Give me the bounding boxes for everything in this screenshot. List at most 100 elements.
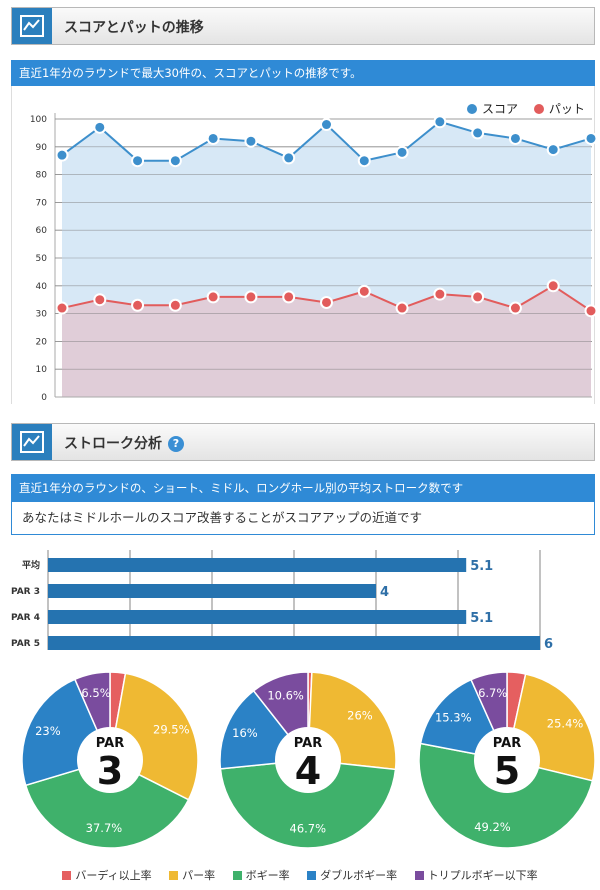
putt-point bbox=[168, 298, 182, 312]
y-tick-label: 40 bbox=[36, 282, 48, 292]
stroke-advice-message: あなたはミドルホールのスコア改善することがスコアアップの近道です bbox=[11, 502, 595, 535]
pie-center bbox=[275, 727, 341, 793]
legend-putt: パット bbox=[533, 102, 585, 116]
score-point bbox=[320, 118, 333, 132]
putt-point bbox=[206, 290, 220, 304]
score-point bbox=[282, 151, 296, 165]
bar-value-label: 6 bbox=[544, 637, 553, 652]
y-tick-label: 0 bbox=[41, 393, 47, 403]
y-tick-label: 90 bbox=[36, 143, 48, 153]
score-putt-info: 直近1年分のラウンドで最大30件の、スコアとパットの推移です。 bbox=[11, 60, 595, 86]
putt-point bbox=[244, 290, 258, 304]
chart-icon bbox=[12, 424, 52, 460]
score-dot-icon bbox=[467, 104, 477, 114]
stroke-bar bbox=[48, 584, 376, 598]
y-tick-label: 10 bbox=[36, 365, 48, 375]
pie-par-label: PAR bbox=[96, 736, 124, 751]
y-tick-label: 20 bbox=[36, 337, 48, 347]
stroke-bar bbox=[48, 558, 467, 572]
pie-slice-label: 23% bbox=[35, 724, 61, 738]
help-icon[interactable]: ? bbox=[168, 436, 184, 452]
legend-birdie: バーディ以上率 bbox=[62, 869, 152, 882]
pie-slice-label: 6.5% bbox=[81, 686, 110, 700]
y-tick-label: 50 bbox=[36, 254, 48, 264]
putt-point bbox=[508, 301, 522, 315]
pie-slice-label: 29.5% bbox=[153, 722, 190, 736]
double-bogey-swatch-icon bbox=[307, 871, 317, 880]
pie-slice bbox=[219, 759, 397, 849]
bar-category-label: PAR 4 bbox=[11, 613, 40, 623]
pie-par-label: PAR bbox=[294, 736, 322, 751]
pie-slice-label: 37.7% bbox=[86, 821, 123, 835]
score-putt-chart-area: スコア パット bbox=[11, 86, 595, 404]
pie-slice bbox=[418, 742, 594, 849]
pie-slice-label: 49.2% bbox=[474, 820, 511, 834]
legend-bogey: ボギー率 bbox=[232, 869, 290, 882]
chart-icon bbox=[12, 8, 52, 44]
putt-point bbox=[93, 293, 107, 307]
score-point bbox=[471, 126, 485, 140]
putt-point bbox=[433, 287, 447, 301]
score-point bbox=[357, 154, 371, 168]
bar-category-label: 平均 bbox=[22, 559, 40, 571]
score-point bbox=[131, 154, 145, 168]
score-putt-line-chart: 0 10 20 30 40 50 60 70 80 90 100 bbox=[30, 113, 598, 403]
y-tick-label: 80 bbox=[36, 171, 48, 181]
putt-point bbox=[546, 279, 560, 293]
pie-center bbox=[77, 727, 143, 793]
y-tick-label: 60 bbox=[36, 226, 48, 236]
legend-triple-bogey: トリプルボギー以下率 bbox=[414, 869, 538, 882]
putt-point bbox=[471, 290, 485, 304]
chart-legend: スコア パット bbox=[467, 100, 585, 117]
putt-point bbox=[131, 298, 145, 312]
legend-double-bogey: ダブルボギー率 bbox=[307, 869, 397, 882]
par-swatch-icon bbox=[169, 871, 179, 880]
putt-point bbox=[584, 304, 598, 318]
putt-point bbox=[320, 295, 333, 309]
score-point bbox=[508, 131, 522, 145]
pie-par-number: 3 bbox=[97, 749, 123, 793]
legend-par: パー率 bbox=[169, 869, 215, 882]
pie-slice-label: 16% bbox=[232, 726, 258, 740]
pie-slice-label: 15.3% bbox=[435, 711, 472, 725]
score-point bbox=[433, 115, 447, 129]
bar-value-label: 4 bbox=[380, 585, 389, 600]
bar-category-label: PAR 3 bbox=[11, 587, 40, 597]
score-point bbox=[546, 143, 560, 157]
stroke-section-header: ストローク分析? bbox=[11, 423, 595, 461]
score-point bbox=[93, 120, 107, 134]
y-tick-label: 70 bbox=[36, 198, 48, 208]
stroke-bar-chart: 平均 5.1 PAR 3 4 PAR 4 5.1 PAR 5 6 bbox=[11, 550, 553, 652]
pie-slice-label: 46.7% bbox=[290, 821, 327, 835]
stroke-info: 直近1年分のラウンドの、ショート、ミドル、ロングホール別の平均ストローク数です bbox=[11, 474, 595, 502]
score-point bbox=[168, 154, 182, 168]
pie-par-label: PAR bbox=[493, 736, 521, 751]
score-point bbox=[244, 134, 258, 148]
putt-point bbox=[282, 290, 296, 304]
score-point bbox=[55, 148, 69, 162]
pie-slice bbox=[24, 759, 190, 849]
pie-legend: バーディ以上率 パー率 ボギー率 ダブルボギー率 トリプルボギー以下率 bbox=[0, 867, 600, 883]
score-point bbox=[584, 131, 598, 145]
bar-value-label: 5.1 bbox=[470, 559, 493, 574]
pie-slice-label: 10.6% bbox=[267, 688, 304, 702]
legend-score: スコア bbox=[467, 102, 518, 116]
section-title: スコアとパットの推移 bbox=[64, 20, 204, 36]
score-putt-section-header: スコアとパットの推移 bbox=[11, 7, 595, 45]
y-tick-label: 30 bbox=[36, 310, 48, 320]
pie-center bbox=[474, 727, 540, 793]
pie-slice-label: 25.4% bbox=[547, 717, 584, 731]
stroke-bar bbox=[48, 636, 540, 650]
triple-bogey-swatch-icon bbox=[414, 871, 424, 880]
putt-point bbox=[357, 284, 371, 298]
birdie-swatch-icon bbox=[62, 871, 72, 880]
pie-par-number: 4 bbox=[295, 749, 321, 793]
stroke-bar bbox=[48, 610, 467, 624]
bar-value-label: 5.1 bbox=[470, 611, 493, 626]
pie-slice-label: 26% bbox=[347, 708, 373, 722]
score-point bbox=[206, 131, 220, 145]
pie-par-number: 5 bbox=[494, 749, 520, 793]
